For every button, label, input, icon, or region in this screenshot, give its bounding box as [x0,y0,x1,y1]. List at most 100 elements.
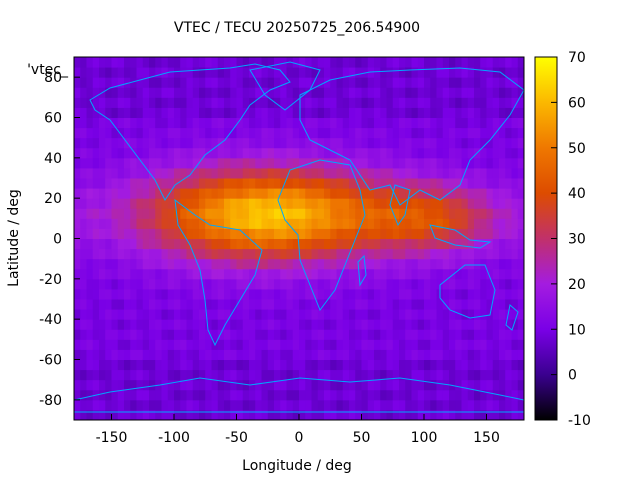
heatmap-cell [74,258,81,270]
heatmap-cell [217,87,225,98]
heatmap-cell [136,57,144,68]
heatmap-cell [174,57,181,68]
heatmap-cell [399,67,406,78]
heatmap-cell [380,309,387,320]
heatmap-cell [511,117,519,129]
heatmap-cell [180,87,187,98]
heatmap-cell [130,409,137,420]
heatmap-cell [311,399,319,411]
heatmap-cell [417,228,425,239]
heatmap-cell [249,167,256,179]
heatmap-cell [161,137,169,149]
heatmap-cell [292,178,300,189]
heatmap-cell [342,208,350,219]
heatmap-cell [117,248,125,260]
heatmap-cell [124,399,131,411]
heatmap-cell [186,349,194,360]
heatmap-cell [142,399,150,411]
heatmap-cell [430,218,437,229]
heatmap-cell [380,137,387,149]
heatmap-cell [424,167,431,179]
heatmap-cell [111,67,119,78]
heatmap-cell [174,359,181,371]
heatmap-cell [492,369,500,381]
heatmap-cell [117,339,125,350]
heatmap-cell [392,379,400,391]
heatmap-cell [411,349,419,360]
coastline-new-zealand [505,304,519,331]
heatmap-cell [105,127,112,139]
heatmap-cell [411,339,419,350]
heatmap-cell [186,309,194,320]
heatmap-cell [205,329,212,340]
heatmap-cell [374,178,381,189]
heatmap-cell [174,248,181,260]
heatmap-cell [161,379,169,391]
heatmap-cell [374,127,381,139]
heatmap-cell [161,268,169,280]
heatmap-cell [455,349,462,360]
heatmap-cell [355,359,362,371]
heatmap-cell [124,309,131,320]
heatmap-cell [280,258,287,270]
heatmap-cell [92,278,100,290]
heatmap-cell [74,208,81,219]
heatmap-cell [155,218,162,229]
coastline-madagascar [357,254,367,287]
heatmap-cell [505,228,512,239]
heatmap-cell [411,369,419,381]
heatmap-cell [442,248,450,260]
heatmap-cell [392,117,400,129]
heatmap-cell [367,147,375,159]
heatmap-cell [480,339,487,350]
heatmap-cell [399,278,406,290]
heatmap-cell [242,399,250,411]
heatmap-cell [349,178,356,189]
heatmap-cell [86,218,94,229]
heatmap-cell [324,379,331,391]
heatmap-cell [467,218,475,229]
heatmap-cell [330,167,337,179]
heatmap-cell [267,389,275,401]
heatmap-cell [192,299,200,310]
heatmap-cell [467,329,475,340]
heatmap-cell [349,57,356,68]
heatmap-cell [86,409,94,420]
heatmap-cell [455,248,462,260]
heatmap-cell [255,167,262,179]
heatmap-cell [249,137,256,149]
heatmap-cell [117,178,125,189]
heatmap-cell [242,329,250,340]
heatmap-cell [467,309,475,320]
heatmap-cell [292,379,300,391]
heatmap-cell [274,319,281,330]
heatmap-cell [399,208,406,219]
heatmap-cell [286,299,294,310]
heatmap-cell [261,57,269,68]
heatmap-cell [142,127,150,139]
heatmap-cell [449,67,456,78]
heatmap-cell [480,399,487,411]
heatmap-cell [117,137,125,149]
heatmap-cell [111,349,119,360]
heatmap-cell [261,299,269,310]
heatmap-cell [261,188,269,199]
heatmap-cell [274,188,281,199]
heatmap-cell [167,77,175,88]
heatmap-cell [436,319,444,330]
heatmap-cell [117,117,125,129]
heatmap-cell [149,299,156,310]
heatmap-cell [467,369,475,381]
heatmap-cell [349,258,356,270]
heatmap-cell [274,208,281,219]
heatmap-cell [124,288,131,300]
heatmap-cell [130,258,137,270]
heatmap-cell [474,167,481,179]
heatmap-cell [386,288,394,300]
heatmap-cell [174,399,181,411]
heatmap-cell [174,299,181,310]
heatmap-cell [436,399,444,411]
heatmap-cell [224,248,231,260]
heatmap-cell [142,137,150,149]
heatmap-cell [255,309,262,320]
